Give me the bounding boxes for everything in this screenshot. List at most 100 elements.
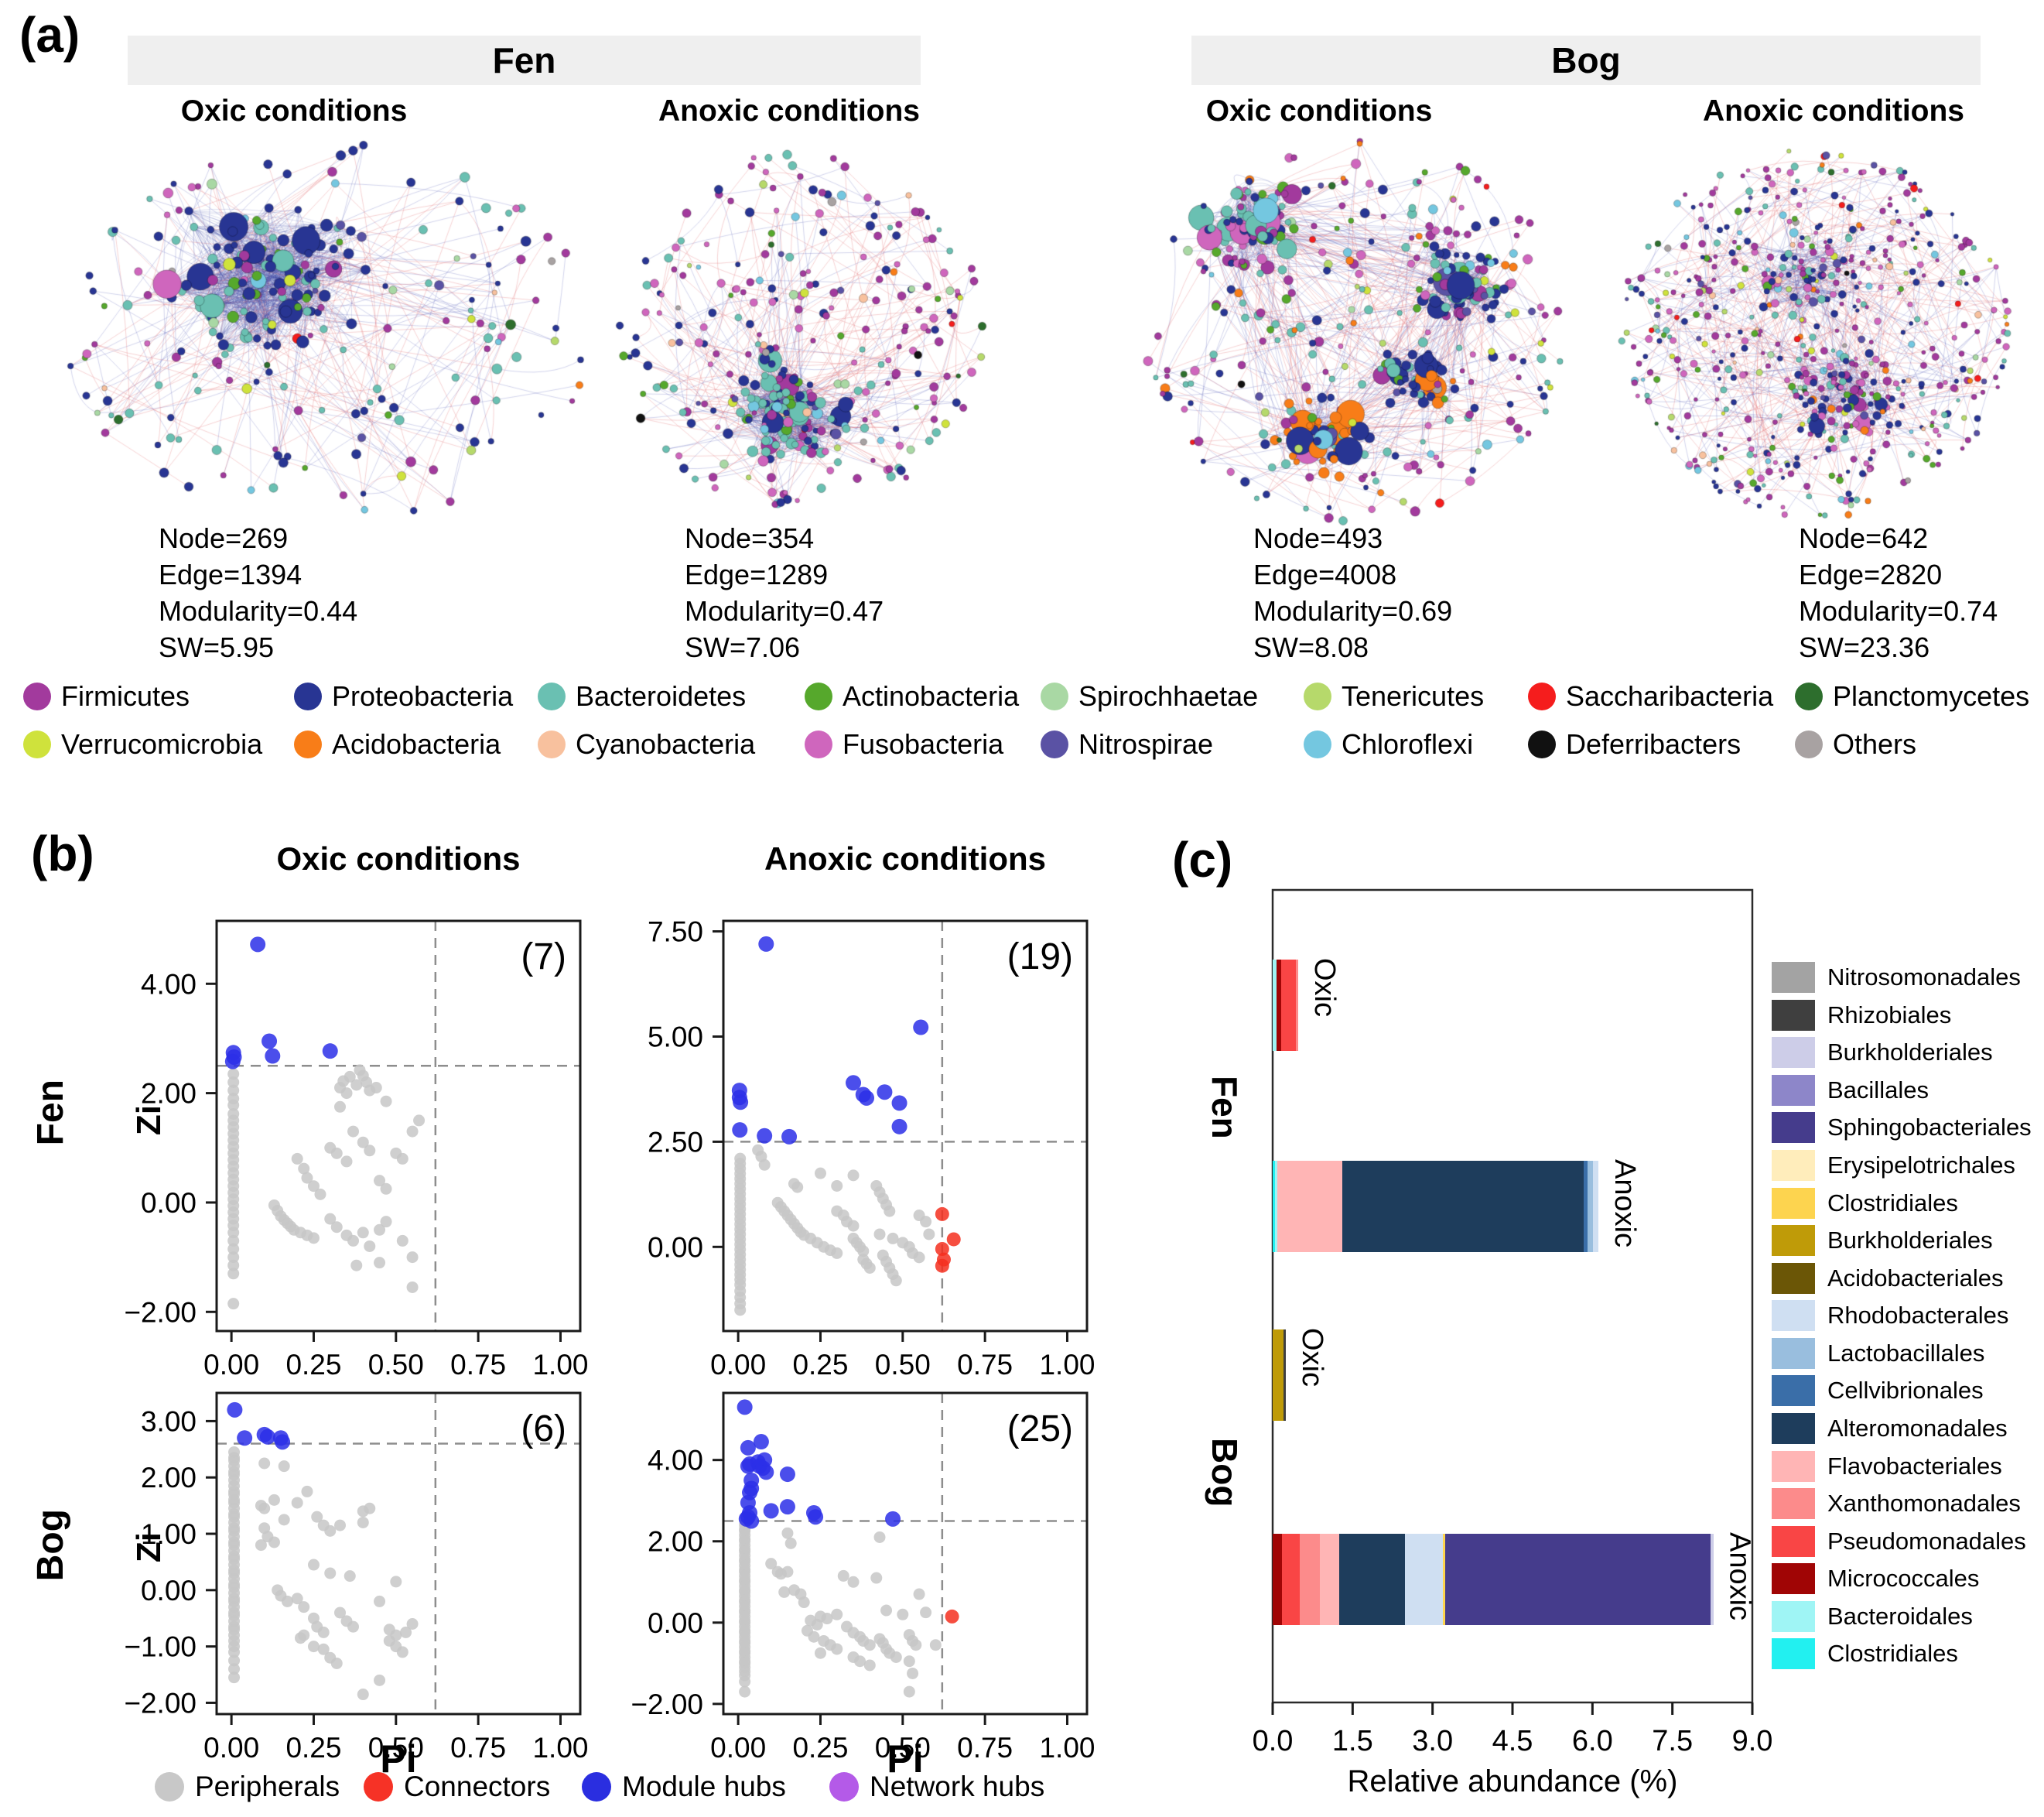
order-legend-item: Nitrosomonadales (1772, 962, 2021, 993)
peripheral-point (887, 1232, 899, 1244)
stat-modularity: Modularity=0.69 (1253, 595, 1453, 627)
order-color-swatch (1772, 1488, 1815, 1519)
peripheral-point (884, 1205, 896, 1217)
bar-segment-clostridiales (1442, 1534, 1446, 1625)
bar-segment-alteromonadales (1342, 1161, 1584, 1252)
bar-segment-bacteroidales (1275, 1161, 1278, 1252)
bar-segment-clostridiales (1273, 1161, 1276, 1252)
y-tick-label: 2.00 (648, 1526, 703, 1558)
stat-modularity: Modularity=0.74 (1799, 595, 1998, 627)
module-hubs-label: Module hubs (622, 1771, 786, 1802)
module-hub-point (757, 1127, 773, 1144)
peripheral-point (791, 1181, 804, 1193)
bar-segment-xanthomonadales (1300, 1534, 1320, 1625)
order-label: Nitrosomonadales (1827, 963, 2021, 991)
x-tick-label: 0.00 (203, 1349, 259, 1381)
peripheral-point (255, 1539, 267, 1552)
peripheral-point (831, 1608, 843, 1620)
peripheral-point (380, 1095, 392, 1107)
stat-sw: SW=23.36 (1799, 631, 1930, 663)
phylum-color-dot (1528, 683, 1556, 710)
network-graph-fen-oxic (58, 130, 600, 536)
order-color-swatch (1772, 1188, 1815, 1219)
order-legend-item: Burkholderiales (1772, 1037, 1993, 1068)
peripheral-point (903, 1655, 915, 1668)
order-legend-item: Bacillales (1772, 1075, 1929, 1106)
phylum-label: Bacteroidetes (576, 680, 747, 712)
order-color-swatch (1772, 1413, 1815, 1444)
plot-border (722, 919, 1089, 1333)
abundance-bar-fen-anoxic (1273, 1161, 1598, 1252)
order-label: Alteromonadales (1827, 1415, 2008, 1442)
peripheral-point (734, 1304, 747, 1316)
panel-b-label: (b) (31, 826, 94, 881)
stat-edge: Edge=4008 (1253, 559, 1397, 590)
x-tick-label: 1.00 (532, 1732, 588, 1764)
peripheral-point (227, 1251, 240, 1264)
bar-condition-label: Anoxic (1723, 1532, 1756, 1621)
peripheral-point (307, 1232, 320, 1244)
peripheral-point (781, 1565, 794, 1578)
order-color-swatch (1772, 1601, 1815, 1632)
order-label: Pseudomonadales (1827, 1528, 2026, 1555)
abundance-bar-fen-oxic (1273, 960, 1299, 1051)
order-legend-item: Cellvibrionales (1772, 1375, 1984, 1406)
network-hubs-dot (829, 1772, 859, 1802)
col-title-anoxic: Anoxic conditions (764, 840, 1046, 877)
module-hub-point (757, 1452, 773, 1468)
phylum-color-dot (1528, 731, 1556, 758)
panel-a-label: (a) (19, 7, 80, 63)
hub-count-annotation: (6) (521, 1408, 566, 1449)
col-title-oxic: Oxic conditions (276, 840, 521, 877)
x-axis-label-pi-left: Pi (380, 1737, 417, 1781)
phylum-color-dot (1304, 731, 1331, 758)
module-hub-point (733, 1094, 749, 1110)
panel-c-label: (c) (1172, 832, 1233, 888)
peripheral-point (781, 1527, 794, 1539)
module-hub-point (275, 1434, 291, 1450)
module-hub-point (779, 1499, 795, 1515)
network-graph-bog-anoxic (1613, 136, 2015, 529)
network-stats-bog-anoxic: Node=642 Edge=2820 Modularity=0.74 SW=23… (1799, 520, 1998, 666)
phylum-label: Deferribacters (1566, 728, 1742, 760)
peripheral-point (890, 1275, 902, 1287)
phylum-legend-item: Chloroflexi (1304, 726, 1473, 763)
node-role-legend-item: Module hubs (582, 1771, 786, 1803)
plot-border (215, 919, 582, 1333)
peripheral-point (307, 1559, 320, 1571)
peripheral-point (258, 1457, 271, 1470)
phylum-label: Actinobacteria (843, 680, 1020, 712)
site-header-bog: Bog (1191, 36, 1981, 85)
phylum-label: Verrucomicrobia (61, 728, 263, 760)
phylum-legend-item: Verrucomicrobia (23, 726, 262, 763)
hub-count-annotation: (25) (1007, 1408, 1073, 1449)
module-hub-point (250, 936, 266, 953)
connector-point (935, 1206, 949, 1221)
order-legend-item: Pseudomonadales (1772, 1526, 2026, 1557)
peripheral-point (913, 1588, 925, 1600)
peripheral-point (396, 1646, 408, 1658)
phylum-label: Chloroflexi (1342, 728, 1474, 760)
x-tick-label: 6.0 (1572, 1725, 1613, 1757)
peripheral-point (778, 1586, 791, 1598)
peripheral-point (370, 1082, 382, 1094)
zipi-plot-bog-oxic: 3.002.001.000.00−1.00−2.000.00 0.25 0.50 0.… (124, 1391, 588, 1764)
phylum-legend-item: Tenericutes (1304, 678, 1484, 715)
peripheral-point (364, 1502, 376, 1514)
order-legend-item: Erysipelotrichales (1772, 1150, 2015, 1181)
order-label: Micrococcales (1827, 1565, 1980, 1592)
stat-node: Node=493 (1253, 522, 1383, 554)
phylum-color-dot (1041, 683, 1068, 710)
peripheral-point (350, 1259, 363, 1271)
peripheral-point (364, 1145, 376, 1157)
peripheral-point (227, 1068, 240, 1080)
peripheral-point (929, 1639, 942, 1651)
phylum-label: Proteobacteria (332, 680, 514, 712)
module-hub-point (753, 1434, 769, 1450)
x-tick-label: 0.00 (710, 1349, 766, 1381)
peripheral-point (847, 1220, 860, 1232)
x-tick-label: 0.50 (368, 1349, 424, 1381)
peripheral-point (920, 1607, 932, 1619)
peripheral-point (923, 1228, 935, 1240)
module-hub-point (743, 1513, 760, 1529)
